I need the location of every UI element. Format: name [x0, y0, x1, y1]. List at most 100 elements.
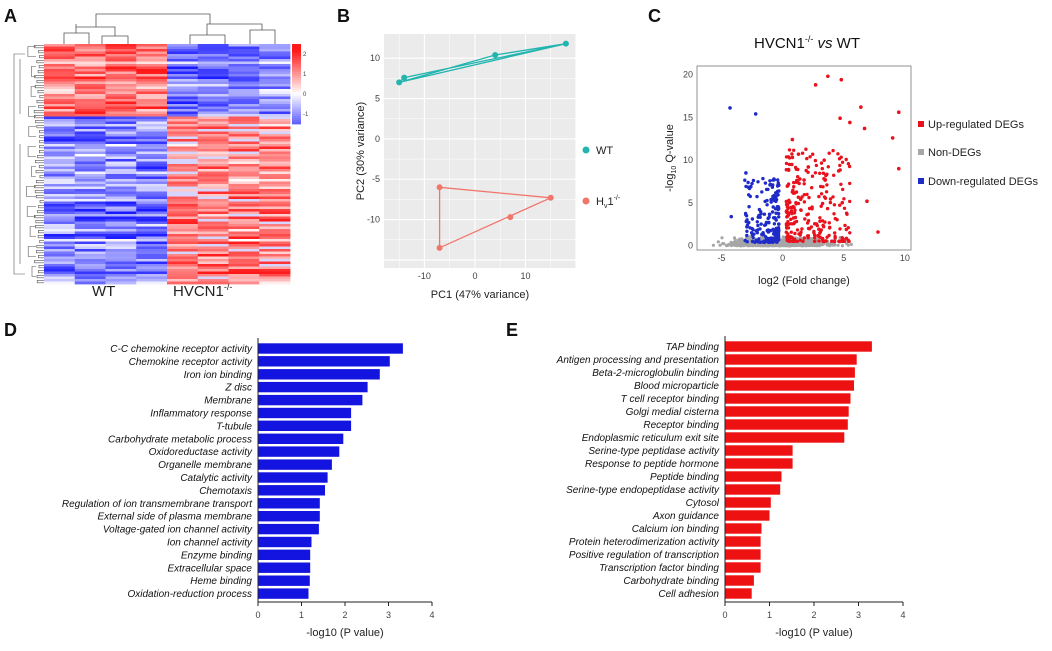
- colorbar-step: [292, 122, 301, 125]
- point-up-deg: [805, 192, 809, 197]
- heatmap-cell: [259, 134, 291, 137]
- heatmap-cell: [136, 201, 168, 205]
- category-label: Z disc: [224, 383, 252, 394]
- legend-label: Down-regulated DEGs: [928, 176, 1039, 188]
- x-axis-label: -log10 (P value): [306, 627, 383, 639]
- point-up-deg: [815, 223, 819, 228]
- point-up-deg: [826, 74, 830, 79]
- x-tick-label: 1: [299, 610, 304, 620]
- heatmap-cell: [228, 199, 260, 202]
- heatmap-cell: [74, 214, 106, 217]
- heatmap-cell: [259, 164, 291, 167]
- heatmap-cell: [197, 181, 229, 185]
- heatmap-cell: [228, 161, 260, 165]
- point-up-deg: [831, 195, 835, 199]
- heatmap-cell: [259, 149, 291, 152]
- heatmap-cell: [105, 211, 137, 215]
- heatmap-cell: [167, 174, 199, 177]
- heatmap-cell: [167, 184, 199, 187]
- heatmap-cell: [136, 279, 168, 282]
- x-tick-label: 10: [520, 271, 530, 281]
- heatmap-cell: [136, 121, 168, 125]
- point-non-deg: [716, 240, 720, 244]
- heatmap-cell: [74, 104, 106, 107]
- heatmap-cell: [105, 224, 137, 227]
- heatmap-cell: [167, 146, 199, 150]
- point-up-deg: [789, 230, 793, 234]
- x-tick-label: 2: [342, 610, 347, 620]
- y-tick-label: 0: [688, 241, 693, 251]
- heatmap-cell: [44, 189, 76, 192]
- heatmap-cell: [167, 191, 199, 195]
- colorbar-step: [292, 74, 301, 77]
- heatmap-cell: [197, 261, 229, 265]
- point-non-deg: [782, 241, 786, 245]
- point-non-deg: [818, 243, 822, 247]
- heatmap-cell: [167, 51, 199, 55]
- heatmap-cell: [197, 166, 229, 170]
- point-down-deg: [773, 236, 778, 240]
- bar: [258, 549, 311, 560]
- heatmap-cell: [74, 274, 106, 277]
- heatmap-cell: [228, 156, 260, 160]
- point-up-deg: [832, 212, 836, 216]
- heatmap-cell: [197, 271, 229, 275]
- point-up-deg: [785, 214, 789, 219]
- x-tick-label: 0: [780, 253, 785, 263]
- category-label: Axon guidance: [652, 511, 720, 522]
- heatmap-cell: [228, 204, 260, 207]
- heatmap-cell: [228, 266, 260, 270]
- heatmap-cell: [228, 139, 260, 142]
- plot-frame: [696, 65, 912, 251]
- heatmap-cell: [167, 74, 199, 77]
- bar: [258, 588, 309, 599]
- x-axis-label: -log10 (P value): [775, 627, 852, 639]
- heatmap-cell: [197, 199, 229, 202]
- heatmap-cell: [197, 206, 229, 210]
- point-down-deg: [763, 199, 767, 204]
- bar: [258, 562, 311, 573]
- heatmap-cell: [74, 69, 106, 72]
- bar: [258, 472, 328, 483]
- point-up-deg: [844, 236, 849, 240]
- heatmap-cell: [228, 224, 260, 227]
- heatmap-cell: [228, 251, 260, 255]
- point-down-deg: [776, 226, 781, 230]
- heatmap-cell: [197, 129, 229, 132]
- point-up-deg: [793, 231, 797, 236]
- point-up-deg: [865, 199, 869, 204]
- heatmap-cell: [197, 49, 229, 52]
- heatmap-cell: [167, 239, 199, 242]
- point-up-deg: [819, 161, 824, 165]
- point-up-deg: [839, 239, 844, 243]
- heatmap-cell: [167, 269, 199, 272]
- point-up-deg: [792, 211, 797, 215]
- heatmap-cell: [136, 259, 168, 262]
- point-up-deg: [795, 228, 800, 232]
- heatmap-cell: [259, 239, 291, 242]
- colorbar-step: [292, 100, 301, 103]
- point-up-deg: [784, 161, 789, 166]
- heatmap-cell: [44, 216, 76, 220]
- bar: [725, 497, 771, 508]
- heatmap-cell: [105, 264, 137, 267]
- heatmap-cell: [167, 219, 199, 222]
- heatmap-cell: [74, 51, 106, 55]
- heatmap-cell: [167, 79, 199, 82]
- heatmap-cell: [136, 199, 168, 202]
- point-up-deg: [812, 233, 817, 237]
- heatmap-cell: [136, 181, 168, 185]
- heatmap-cell: [105, 46, 137, 50]
- heatmap-cell: [197, 186, 229, 190]
- heatmap-cell: [228, 179, 260, 182]
- heatmap-cell: [74, 151, 106, 155]
- heatmap-cell: [44, 231, 76, 235]
- point-down-deg: [762, 212, 767, 216]
- pca-hull-hv1: [438, 186, 554, 249]
- heatmap-cell: [136, 94, 168, 97]
- heatmap-cell: [197, 144, 229, 147]
- heatmap-cell: [44, 114, 76, 117]
- point-non-deg: [827, 243, 832, 247]
- heatmap-cell: [228, 186, 260, 190]
- point-up-deg: [796, 179, 800, 183]
